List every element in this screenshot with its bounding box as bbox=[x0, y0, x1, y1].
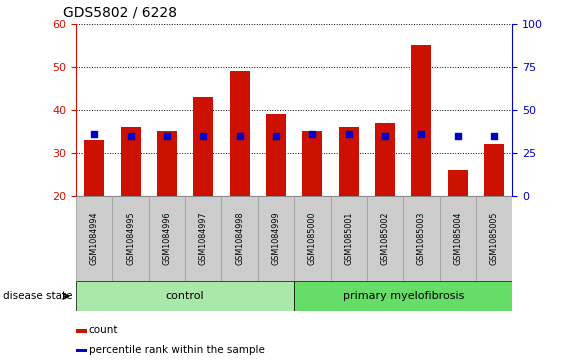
Point bbox=[417, 131, 426, 137]
Text: GSM1084994: GSM1084994 bbox=[90, 212, 99, 265]
Bar bbox=[484, 144, 504, 196]
Text: count: count bbox=[89, 325, 118, 335]
Bar bbox=[302, 131, 323, 196]
Bar bbox=[476, 196, 512, 281]
Text: disease state: disease state bbox=[3, 291, 72, 301]
Bar bbox=[294, 281, 512, 311]
Bar bbox=[375, 123, 395, 196]
Bar bbox=[339, 127, 359, 196]
Text: GSM1084998: GSM1084998 bbox=[235, 212, 244, 265]
Bar bbox=[412, 45, 431, 196]
Bar bbox=[76, 349, 87, 352]
Bar bbox=[113, 196, 149, 281]
Text: control: control bbox=[166, 291, 204, 301]
Bar bbox=[448, 170, 468, 196]
Text: GSM1084995: GSM1084995 bbox=[126, 212, 135, 265]
Text: primary myelofibrosis: primary myelofibrosis bbox=[342, 291, 464, 301]
Bar bbox=[193, 97, 213, 196]
Text: GDS5802 / 6228: GDS5802 / 6228 bbox=[63, 6, 177, 20]
Text: GSM1085003: GSM1085003 bbox=[417, 212, 426, 265]
Point bbox=[126, 133, 135, 139]
Text: percentile rank within the sample: percentile rank within the sample bbox=[89, 344, 265, 355]
Point bbox=[308, 131, 317, 137]
Bar bbox=[230, 71, 249, 196]
Bar bbox=[120, 127, 141, 196]
Text: GSM1085001: GSM1085001 bbox=[344, 212, 353, 265]
Point bbox=[90, 131, 99, 137]
Text: GSM1085002: GSM1085002 bbox=[381, 212, 390, 265]
Bar bbox=[266, 114, 286, 196]
Bar bbox=[157, 131, 177, 196]
Text: GSM1085004: GSM1085004 bbox=[453, 212, 462, 265]
Text: GSM1085000: GSM1085000 bbox=[308, 212, 317, 265]
Text: GSM1085005: GSM1085005 bbox=[490, 212, 499, 265]
Bar bbox=[76, 196, 113, 281]
Point bbox=[490, 133, 499, 139]
Text: GSM1084999: GSM1084999 bbox=[271, 212, 280, 265]
Point bbox=[453, 133, 462, 139]
Text: GSM1084997: GSM1084997 bbox=[199, 212, 208, 265]
Point bbox=[235, 133, 244, 139]
Bar bbox=[84, 140, 104, 196]
Point bbox=[162, 133, 171, 139]
Bar bbox=[76, 281, 294, 311]
Bar bbox=[221, 196, 258, 281]
Point bbox=[271, 133, 280, 139]
Point bbox=[199, 133, 208, 139]
Bar bbox=[367, 196, 403, 281]
Bar bbox=[76, 329, 87, 333]
Point bbox=[381, 133, 390, 139]
Bar bbox=[294, 196, 330, 281]
Bar bbox=[185, 196, 221, 281]
Bar bbox=[440, 196, 476, 281]
Bar bbox=[403, 196, 440, 281]
Point bbox=[344, 131, 353, 137]
Bar bbox=[258, 196, 294, 281]
Text: GSM1084996: GSM1084996 bbox=[162, 212, 171, 265]
Bar bbox=[330, 196, 367, 281]
Bar bbox=[149, 196, 185, 281]
